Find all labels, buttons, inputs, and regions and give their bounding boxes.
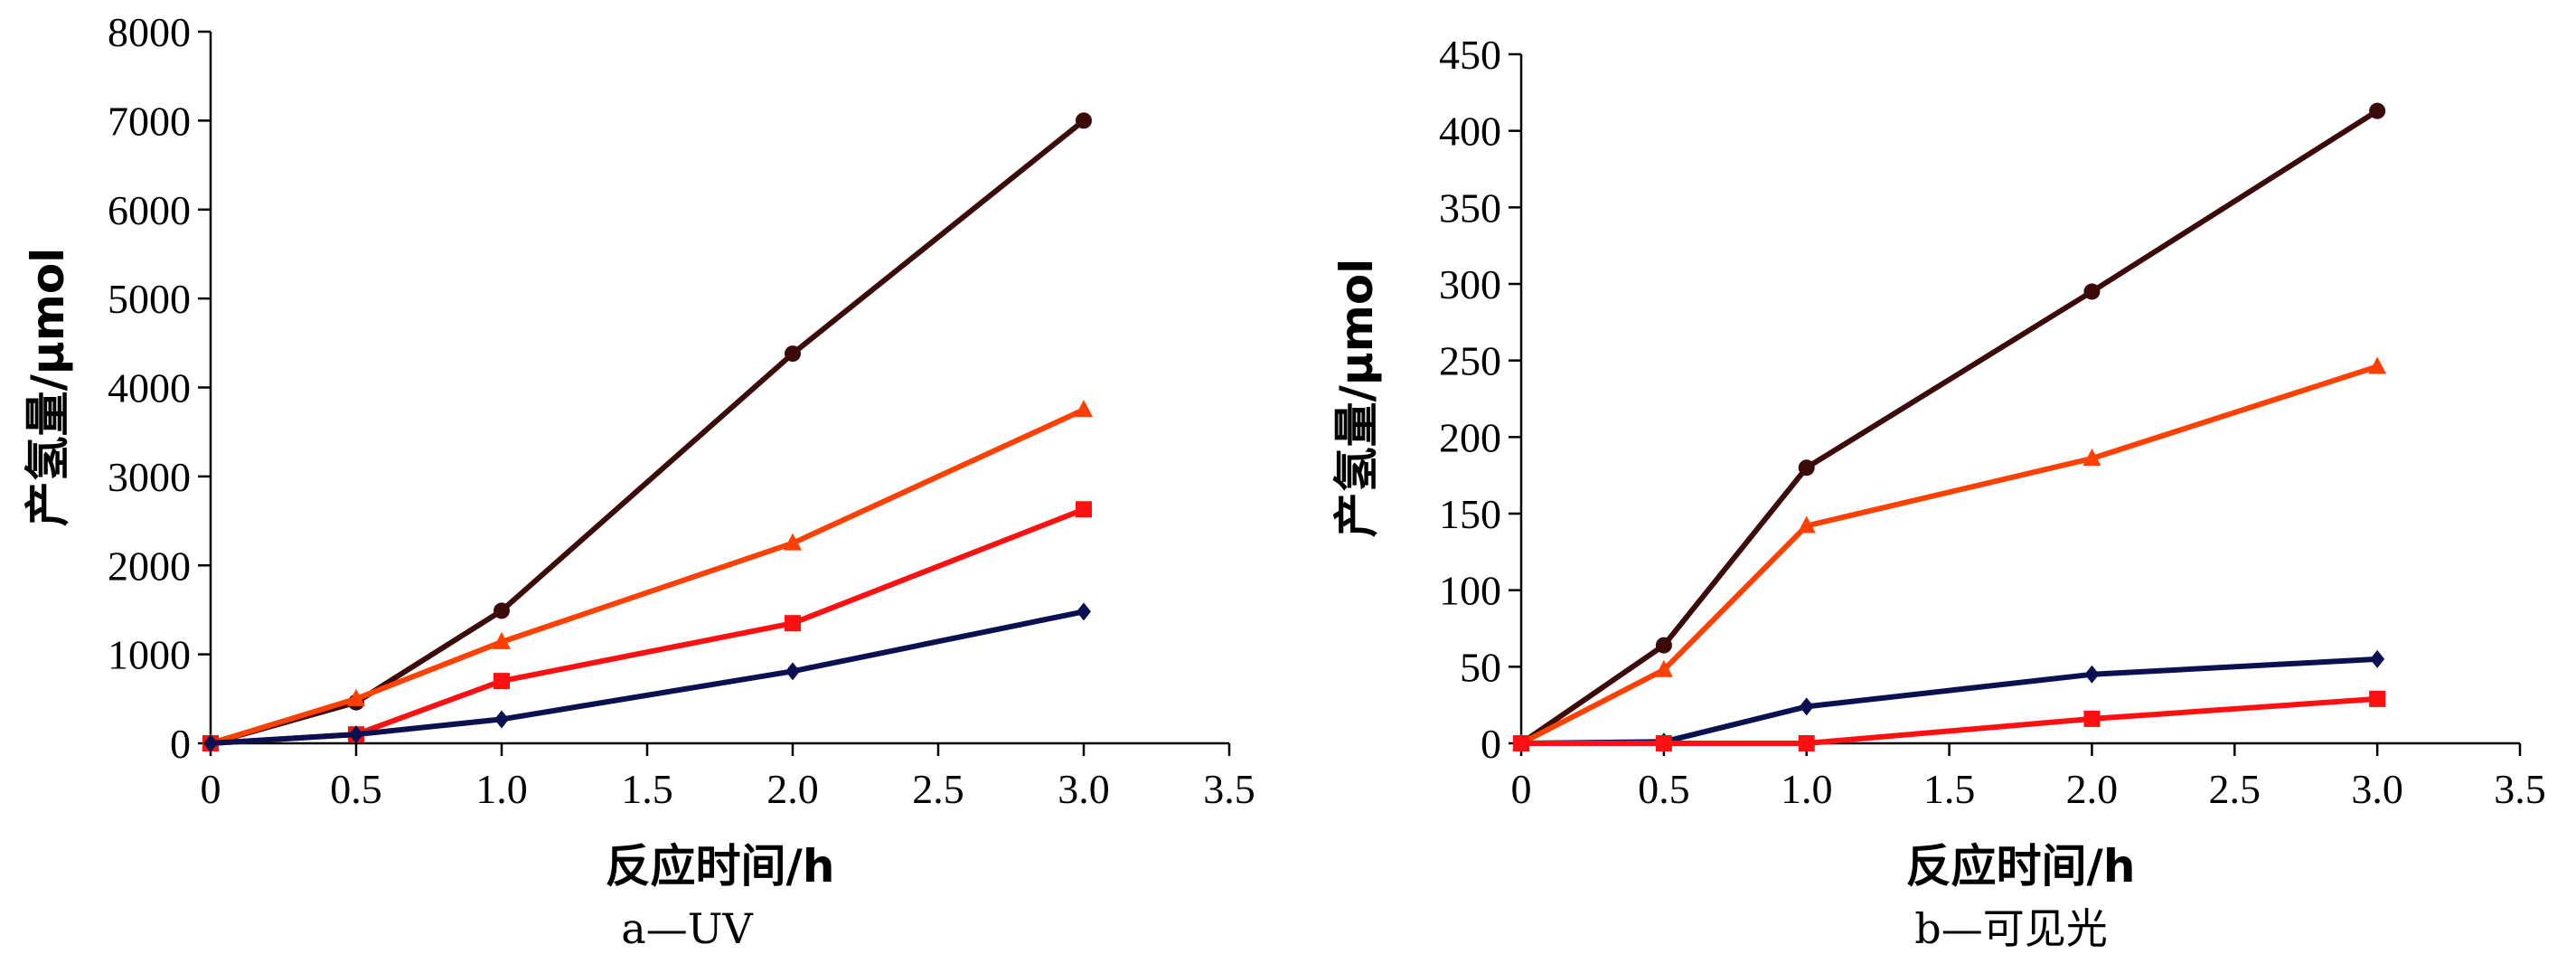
y-tick-label: 8000 (108, 9, 191, 55)
x-tick-label: 1.0 (1781, 766, 1833, 812)
series-square (1513, 690, 2386, 751)
series-diamond-point (203, 734, 218, 752)
series-square-point (1513, 735, 1529, 751)
y-axis-title: 产氢量/μmol (1330, 259, 1383, 538)
series-diamond-line (208, 609, 1086, 746)
series-square (202, 501, 1092, 751)
y-axis-title: 产氢量/μmol (22, 248, 74, 527)
series-diamond-point (1799, 697, 1814, 716)
x-tick-label: 0.5 (330, 766, 382, 812)
y-tick-label: 50 (1460, 644, 1501, 690)
y-tick-label: 0 (170, 721, 191, 767)
series-diamond-point (1076, 602, 1091, 621)
series-diamond-point (2370, 649, 2385, 668)
x-tick-label: 2.5 (2209, 766, 2261, 812)
y-tick-label: 0 (1481, 721, 1501, 767)
y-tick-label: 2000 (108, 543, 191, 589)
panel-caption: b—可见光 (1914, 904, 2107, 953)
series-triangle-point (493, 631, 511, 649)
x-tick-label: 1.0 (475, 766, 528, 812)
series-diamond (203, 602, 1091, 752)
series-circle (202, 112, 1092, 751)
series-square-point (2369, 690, 2386, 707)
panel-caption: a—UV (621, 904, 753, 953)
series-square-point (494, 673, 510, 690)
series-square-point (1076, 501, 1092, 518)
x-tick-label: 0.5 (1638, 766, 1690, 812)
x-tick-label: 3.0 (1058, 766, 1110, 812)
y-tick-label: 350 (1439, 184, 1501, 231)
series-triangle-point (1654, 659, 1673, 677)
x-tick-label: 3.0 (2351, 766, 2403, 812)
y-tick-label: 200 (1439, 414, 1501, 460)
x-tick-label: 2.0 (2066, 766, 2119, 812)
y-tick-label: 300 (1439, 261, 1501, 307)
series-square-point (785, 615, 801, 632)
y-tick-label: 450 (1439, 32, 1501, 78)
y-tick-label: 1000 (108, 632, 191, 678)
chart-panel-b: 0 50 100 150 200 250 300 350 400 450 0 0.5 1.0 1.5 2.0… (1330, 32, 2546, 953)
x-axis-title: 反应时间/h (606, 840, 835, 893)
y-tick-label: 5000 (108, 276, 191, 322)
x-tick-label: 3.5 (2494, 766, 2546, 812)
series-square-line (1518, 695, 2381, 746)
series-circle-point (785, 345, 801, 363)
x-tick-label: 0 (201, 766, 221, 812)
y-tick-label: 4000 (108, 365, 191, 411)
series-triangle-point (2368, 356, 2387, 374)
series-diamond-point (785, 662, 800, 681)
series-triangle-point (2082, 449, 2101, 467)
series-circle-line (1518, 108, 2381, 746)
x-axis-title: 反应时间/h (1906, 840, 2136, 893)
y-tick-label: 250 (1439, 338, 1501, 384)
x-tick-label: 1.5 (1923, 766, 1976, 812)
y-tick-label: 150 (1439, 491, 1501, 537)
series-diamond-point (2084, 665, 2100, 684)
series-triangle-line (1518, 364, 2381, 746)
y-tick-label: 400 (1439, 109, 1501, 155)
series-square-point (1798, 735, 1815, 751)
series-square-point (2083, 710, 2101, 727)
x-tick-label: 3.5 (1203, 766, 1255, 812)
series-circle-point (2083, 283, 2101, 300)
x-tick-label: 1.5 (621, 766, 673, 812)
series-circle (1513, 102, 2386, 751)
y-tick-label: 7000 (108, 98, 191, 144)
series-circle-point (1798, 459, 1815, 477)
series-diamond-point (349, 725, 363, 744)
series-diamond (1514, 649, 2385, 752)
series-triangle-point (1797, 515, 1816, 534)
x-tick-label: 0 (1511, 766, 1532, 812)
series-circle-point (2369, 102, 2386, 119)
y-tick-label: 3000 (108, 454, 191, 500)
series-diamond-point (494, 710, 509, 729)
chart-panel-a: 0 1000 2000 3000 4000 5000 6000 7000 8000 0 0.5 1.0… (22, 9, 1255, 953)
series-circle-point (1076, 112, 1092, 129)
series-triangle-point (1075, 400, 1093, 418)
x-tick-label: 2.0 (766, 766, 819, 812)
y-tick-label: 6000 (108, 187, 191, 233)
series-triangle-point (784, 533, 802, 551)
series-triangle-point (347, 688, 365, 706)
series-circle-point (1655, 637, 1672, 654)
series-square-point (1655, 735, 1672, 751)
y-tick-label: 100 (1439, 568, 1501, 614)
series-circle-point (494, 602, 510, 619)
x-tick-label: 2.5 (912, 766, 964, 812)
